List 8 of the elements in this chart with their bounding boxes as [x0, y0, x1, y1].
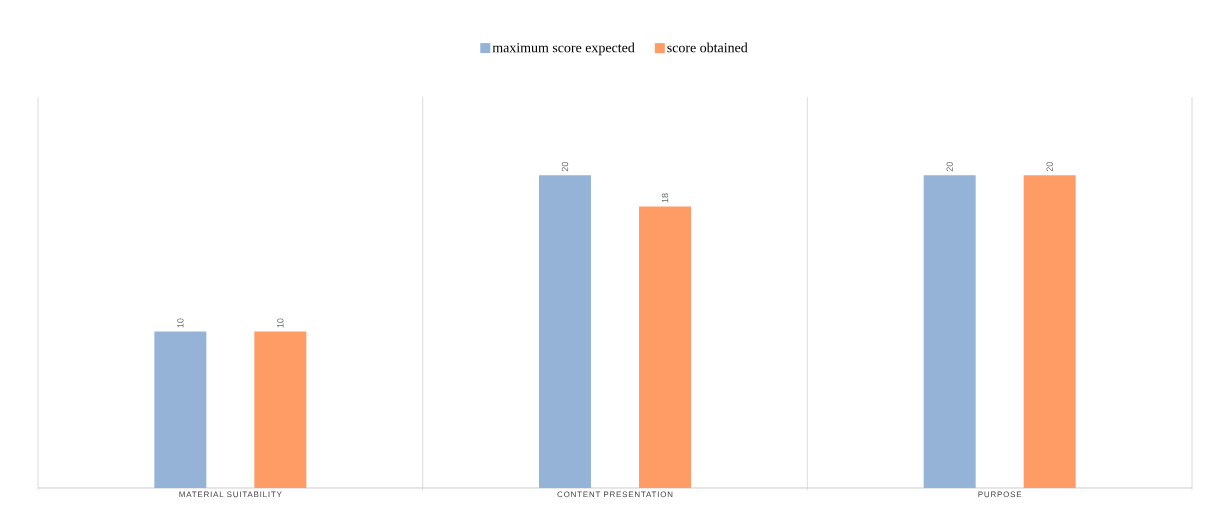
data-label: 18	[661, 193, 669, 203]
data-label: 20	[946, 162, 953, 172]
legend-label: maximum score expected	[492, 42, 635, 56]
data-label: 10	[277, 318, 284, 328]
data-label: 20	[561, 162, 569, 172]
data-label: 10	[177, 318, 184, 328]
data-label: 20	[1046, 162, 1053, 172]
legend-label: score obtained	[667, 42, 748, 53]
